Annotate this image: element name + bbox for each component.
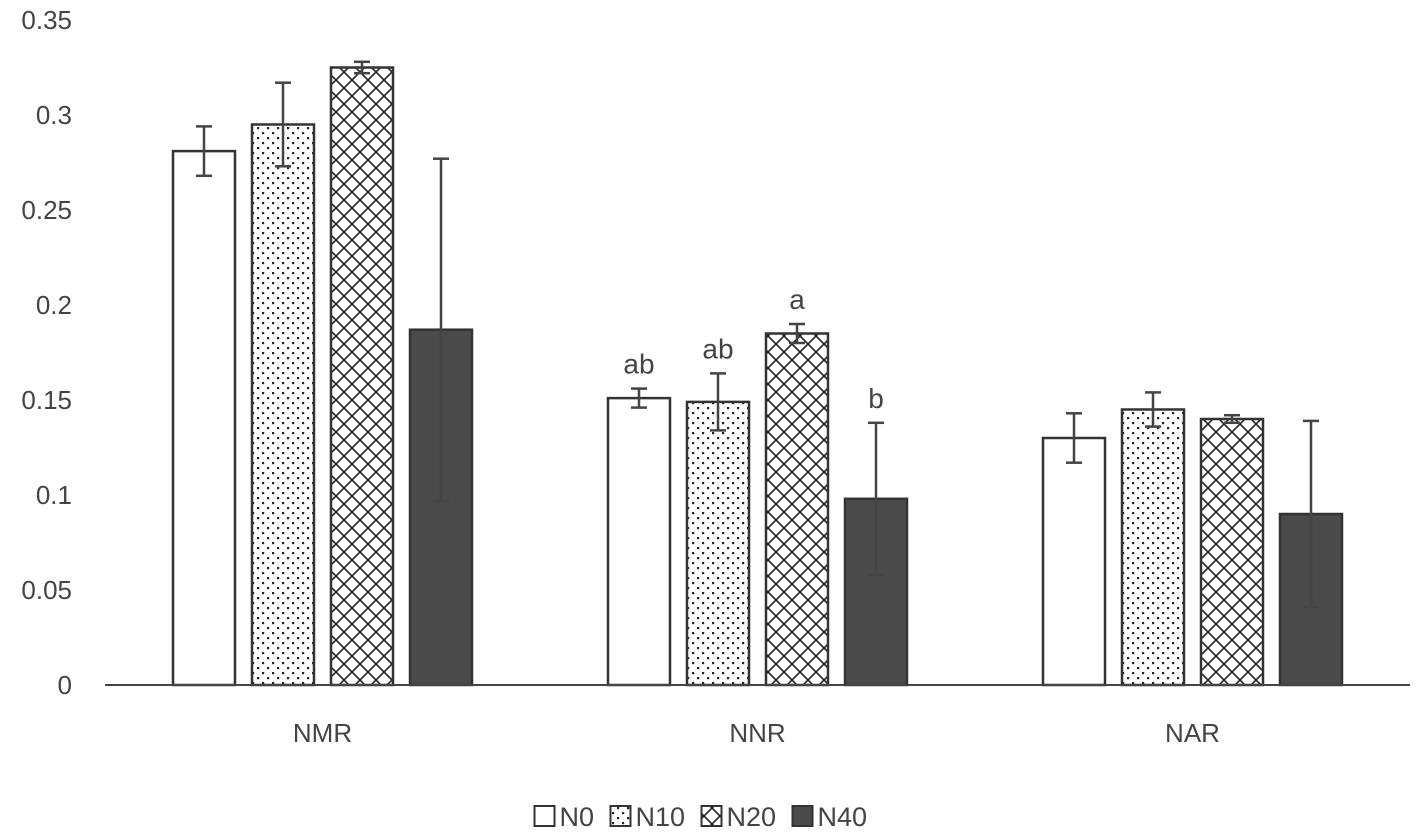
bar-nnr-n0 xyxy=(606,396,672,687)
category-label: NAR xyxy=(1165,718,1220,748)
x-axis-labels: NMR NNR NAR xyxy=(293,718,1220,748)
bar-nar-n10 xyxy=(1120,408,1186,687)
error-bar-nar-n0 xyxy=(1066,412,1082,464)
legend-label: N20 xyxy=(727,802,777,832)
legend-label: N10 xyxy=(636,802,686,832)
legend-swatch xyxy=(791,805,814,827)
category-label: NMR xyxy=(293,718,352,748)
error-bar-nmr-n40 xyxy=(433,157,449,502)
error-bar-nmr-n20 xyxy=(354,60,370,75)
legend-swatch xyxy=(700,805,723,827)
legend-swatch xyxy=(609,805,632,827)
bar-nmr-n20 xyxy=(329,66,395,687)
legend-item-n10: N10 xyxy=(609,802,686,832)
legend-label: N0 xyxy=(560,802,595,832)
legend-label: N40 xyxy=(818,802,868,832)
error-bar-nnr-n10 xyxy=(710,372,726,432)
error-bar-nnr-n40 xyxy=(868,421,884,577)
error-bar-nar-n10 xyxy=(1145,391,1161,428)
bar-nnr-n20 xyxy=(764,332,830,687)
error-bar-nmr-n10 xyxy=(275,81,291,168)
bar-nmr-n0 xyxy=(171,149,237,687)
bar-nnr-n10 xyxy=(685,400,751,687)
y-tick-label: 0.1 xyxy=(36,480,72,510)
y-tick-label: 0.05 xyxy=(21,575,72,605)
error-bar-nmr-n0 xyxy=(196,125,212,178)
error-bar-nar-n40 xyxy=(1303,419,1319,609)
significance-label: ab xyxy=(623,349,654,380)
y-tick-label: 0 xyxy=(58,670,72,700)
y-tick-label: 0.3 xyxy=(36,100,72,130)
legend-item-n40: N40 xyxy=(791,802,868,832)
bars-group xyxy=(171,66,1344,687)
bar-nmr-n10 xyxy=(250,123,316,687)
y-tick-label: 0.15 xyxy=(21,385,72,415)
significance-label: ab xyxy=(702,333,733,364)
legend: N0 N10 N20 N40 xyxy=(533,802,868,832)
error-bar-nar-n20 xyxy=(1224,413,1240,425)
y-tick-label: 0.2 xyxy=(36,290,72,320)
legend-item-n20: N20 xyxy=(700,802,777,832)
significance-label: a xyxy=(789,284,805,315)
bar-nar-n0 xyxy=(1041,436,1107,687)
error-bars-group xyxy=(196,60,1319,609)
error-bar-nnr-n20 xyxy=(789,322,805,345)
legend-swatch xyxy=(533,805,556,827)
y-tick-label: 0.25 xyxy=(21,195,72,225)
y-axis-ticks: 0 0.05 0.1 0.15 0.2 0.25 0.3 0.35 xyxy=(21,5,72,700)
category-label: NNR xyxy=(729,718,785,748)
y-tick-label: 0.35 xyxy=(21,5,72,35)
legend-item-n0: N0 xyxy=(533,802,595,832)
error-bar-nnr-n0 xyxy=(631,387,647,409)
bar-nar-n20 xyxy=(1199,417,1265,687)
significance-label: b xyxy=(868,383,884,414)
